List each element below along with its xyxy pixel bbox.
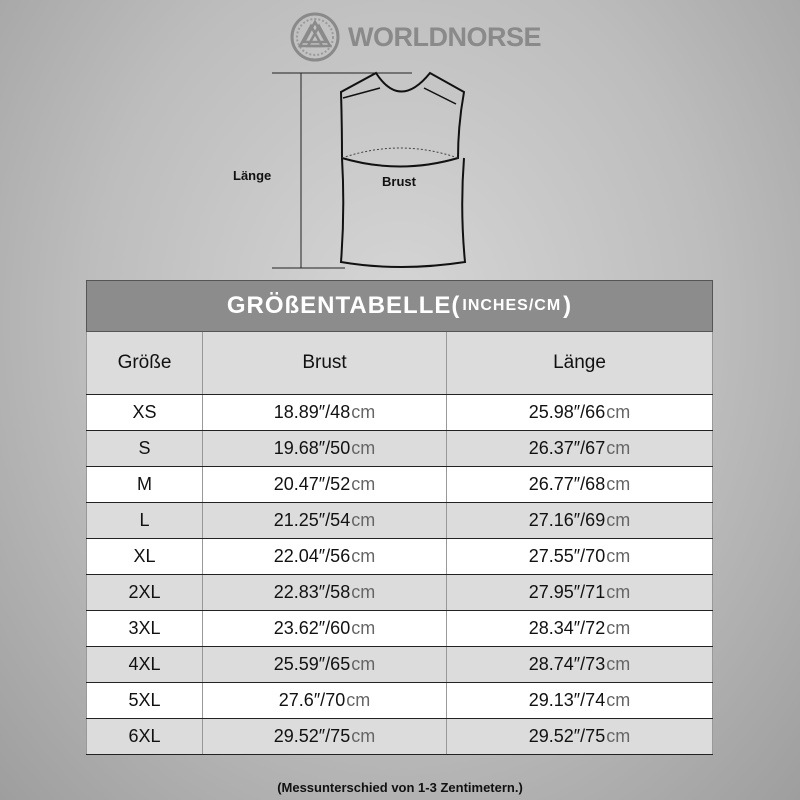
table-row: 5XL 27.6″/70cm 29.13″/74cm [86,682,713,719]
valknut-icon [290,12,340,62]
length-cell: 28.34″/72cm [446,610,713,647]
size-cell: 4XL [86,646,203,683]
length-cell: 26.37″/67cm [446,430,713,467]
chest-cell: 19.68″/50cm [202,430,447,467]
chest-cell: 21.25″/54cm [202,502,447,539]
length-value: 26.77″/68 [528,474,606,495]
chest-cell: 20.47″/52cm [202,466,447,503]
unit-suffix: cm [606,582,631,603]
chest-value: 22.04″/56 [273,546,351,567]
chest-value: 22.83″/58 [273,582,351,603]
header-size: Größe [86,331,203,395]
table-title-text: GRÖßENTABELLE( [226,292,461,320]
chest-label: Brust [382,174,416,189]
length-value: 29.13″/74 [528,690,606,711]
chest-value: 19.68″/50 [273,438,351,459]
unit-suffix: cm [606,726,631,747]
table-row: XS 18.89″/48cm 25.98″/66cm [86,394,713,431]
length-value: 26.37″/67 [528,438,606,459]
length-value: 25.98″/66 [528,402,606,423]
table-title-unit: INCHES/CM [462,297,562,315]
unit-suffix: cm [346,690,371,711]
unit-suffix: cm [351,654,376,675]
chest-cell: 27.6″/70cm [202,682,447,719]
size-cell: XL [86,538,203,575]
chest-cell: 22.04″/56cm [202,538,447,575]
length-value: 27.16″/69 [528,510,606,531]
chest-value: 25.59″/65 [273,654,351,675]
chest-value: 20.47″/52 [273,474,351,495]
unit-suffix: cm [606,438,631,459]
unit-suffix: cm [351,618,376,639]
length-cell: 25.98″/66cm [446,394,713,431]
length-cell: 26.77″/68cm [446,466,713,503]
unit-suffix: cm [351,474,376,495]
length-cell: 27.95″/71cm [446,574,713,611]
table-title-close: ) [563,292,573,320]
table-row: 6XL 29.52″/75cm 29.52″/75cm [86,718,713,755]
chest-cell: 25.59″/65cm [202,646,447,683]
tank-top-diagram [272,71,467,269]
unit-suffix: cm [351,726,376,747]
unit-suffix: cm [351,402,376,423]
unit-suffix: cm [606,654,631,675]
table-row: XL 22.04″/56cm 27.55″/70cm [86,538,713,575]
unit-suffix: cm [606,546,631,567]
chest-value: 27.6″/70 [278,690,346,711]
size-cell: L [86,502,203,539]
size-table: GRÖßENTABELLE(INCHES/CM) Größe Brust Län… [86,280,713,755]
chest-cell: 29.52″/75cm [202,718,447,755]
size-cell: 2XL [86,574,203,611]
size-cell: 3XL [86,610,203,647]
chest-value: 18.89″/48 [273,402,351,423]
unit-suffix: cm [351,582,376,603]
length-cell: 27.55″/70cm [446,538,713,575]
chest-value: 21.25″/54 [273,510,351,531]
chest-cell: 18.89″/48cm [202,394,447,431]
unit-suffix: cm [351,546,376,567]
chest-cell: 23.62″/60cm [202,610,447,647]
table-row: 2XL 22.83″/58cm 27.95″/71cm [86,574,713,611]
table-title: GRÖßENTABELLE(INCHES/CM) [86,280,713,332]
length-value: 29.52″/75 [528,726,606,747]
unit-suffix: cm [606,402,631,423]
length-value: 27.55″/70 [528,546,606,567]
chest-value: 29.52″/75 [273,726,351,747]
length-cell: 27.16″/69cm [446,502,713,539]
length-cell: 28.74″/73cm [446,646,713,683]
length-value: 27.95″/71 [528,582,606,603]
length-cell: 29.52″/75cm [446,718,713,755]
unit-suffix: cm [606,510,631,531]
size-cell: XS [86,394,203,431]
header-length: Länge [446,331,713,395]
length-cell: 29.13″/74cm [446,682,713,719]
brand-logo: WORLDNORSE [290,12,542,62]
brand-name: WORLDNORSE [348,22,542,52]
measurement-note: (Messunterschied von 1-3 Zentimetern.) [277,780,523,795]
size-cell: 6XL [86,718,203,755]
unit-suffix: cm [606,474,631,495]
unit-suffix: cm [351,510,376,531]
size-cell: S [86,430,203,467]
header-chest: Brust [202,331,447,395]
length-value: 28.34″/72 [528,618,606,639]
unit-suffix: cm [351,438,376,459]
table-row: L 21.25″/54cm 27.16″/69cm [86,502,713,539]
table-row: 3XL 23.62″/60cm 28.34″/72cm [86,610,713,647]
table-row: 4XL 25.59″/65cm 28.74″/73cm [86,646,713,683]
table-row: S 19.68″/50cm 26.37″/67cm [86,430,713,467]
size-cell: 5XL [86,682,203,719]
chest-cell: 22.83″/58cm [202,574,447,611]
length-value: 28.74″/73 [528,654,606,675]
size-cell: M [86,466,203,503]
length-label: Länge [233,168,272,183]
unit-suffix: cm [606,618,631,639]
unit-suffix: cm [606,690,631,711]
table-row: M 20.47″/52cm 26.77″/68cm [86,466,713,503]
chest-value: 23.62″/60 [273,618,351,639]
